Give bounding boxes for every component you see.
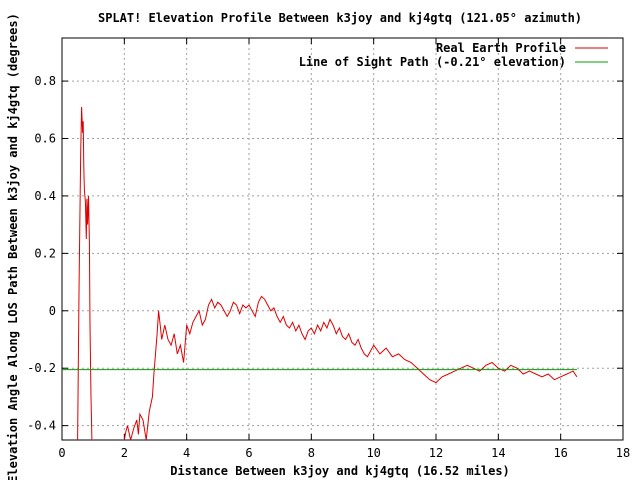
x-tick-label: 10 — [366, 446, 380, 460]
x-tick-label: 16 — [553, 446, 567, 460]
legend-label-real-earth: Real Earth Profile — [436, 41, 566, 55]
x-axis-label: Distance Between k3joy and kj4gtq (16.52… — [170, 464, 510, 478]
y-tick-label: 0.4 — [34, 189, 56, 203]
legend-label-line-of-sight: Line of Sight Path (-0.21° elevation) — [299, 55, 566, 69]
x-tick-label: 14 — [491, 446, 505, 460]
series-real-earth-profile-segment-1 — [77, 106, 94, 440]
x-tick-label: 12 — [429, 446, 443, 460]
x-tick-label: 2 — [121, 446, 128, 460]
grid-lines — [62, 38, 623, 440]
y-tick-label: 0.2 — [34, 246, 56, 260]
y-tick-label: 0 — [49, 304, 56, 318]
y-tick-label: 0.6 — [34, 132, 56, 146]
plot-frame — [61, 37, 624, 441]
legend: Real Earth Profile Line of Sight Path (-… — [299, 41, 608, 69]
y-tick-label: 0.8 — [34, 74, 56, 88]
chart-title: SPLAT! Elevation Profile Between k3joy a… — [98, 11, 582, 25]
x-tick-label: 4 — [183, 446, 190, 460]
x-tick-label: 6 — [245, 446, 252, 460]
series-layer — [62, 106, 578, 440]
series-real-earth-profile-segment-2 — [122, 295, 578, 440]
y-tick-label: -0.2 — [27, 361, 56, 375]
y-tick-label: -0.4 — [27, 419, 56, 433]
x-tick-label: 8 — [308, 446, 315, 460]
axis-ticks: 0 2 4 6 8 10 12 14 16 18 -0.4 -0.2 0 0.2 0.4 0.6 0.8 — [27, 38, 630, 460]
x-tick-label: 18 — [616, 446, 630, 460]
x-tick-label: 0 — [58, 446, 65, 460]
y-axis-label: Elevation Angle Along LOS Path Between k… — [6, 13, 20, 480]
